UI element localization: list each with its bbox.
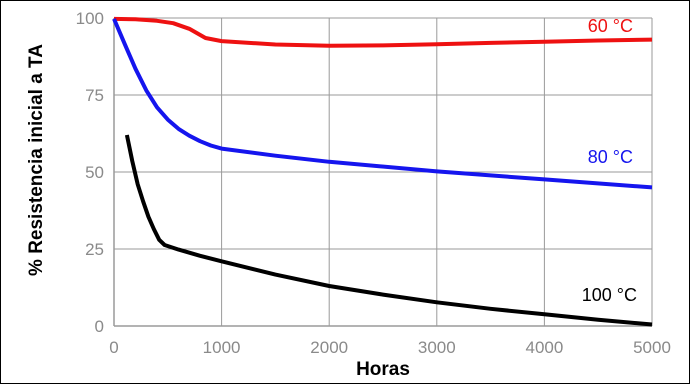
- series-layer: [112, 16, 653, 327]
- x-tick-label: 1000: [203, 338, 241, 357]
- y-tick-label: 0: [95, 317, 104, 336]
- x-tick-label: 0: [109, 338, 118, 357]
- x-tick-label: 5000: [633, 338, 671, 357]
- y-tick-label: 25: [85, 240, 104, 259]
- y-axis-ticks: 0 25 50 75 100: [76, 9, 104, 336]
- y-tick-label: 75: [85, 86, 104, 105]
- series-label-100-cc: 100 °C: [582, 285, 637, 305]
- series-label-80-cc: 80 °C: [588, 147, 633, 167]
- x-axis-ticks: 0 1000 2000 3000 4000 5000: [109, 338, 671, 357]
- x-tick-label: 3000: [418, 338, 456, 357]
- series-line-80-cc: [112, 18, 653, 190]
- plot-area: [113, 18, 652, 327]
- x-axis-title: Horas: [356, 359, 410, 380]
- y-tick-label: 100: [76, 9, 104, 28]
- y-axis-title: % Resistencia inicial a TA: [26, 44, 47, 276]
- grid: [113, 17, 653, 327]
- series-line-60-cc: [113, 16, 653, 48]
- y-tick-label: 50: [85, 163, 104, 182]
- series-line-100-cc: [124, 134, 653, 327]
- series-labels: 60 °C 80 °C 100 °C: [582, 16, 637, 305]
- x-tick-label: 4000: [525, 338, 563, 357]
- series-label-60-cc: 60 °C: [588, 16, 633, 36]
- x-tick-label: 2000: [310, 338, 348, 357]
